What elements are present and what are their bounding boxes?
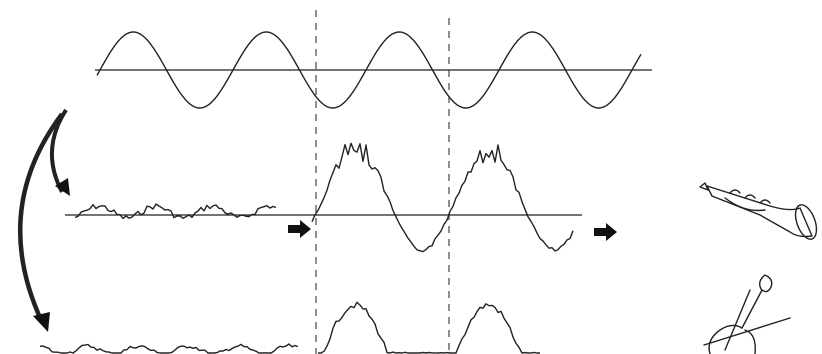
block-arrow	[288, 220, 311, 238]
trumpet	[700, 183, 821, 242]
waveforms	[40, 32, 641, 353]
block-arrow	[594, 223, 617, 241]
curved-arrow	[20, 114, 62, 322]
instrument-wave	[312, 143, 573, 251]
noise-wave	[75, 204, 276, 218]
arrow-head	[33, 312, 50, 332]
violin	[704, 275, 790, 354]
noise-wave	[40, 344, 298, 353]
page: (() => { const svg = document.getElement…	[0, 0, 822, 354]
diagram	[0, 0, 822, 354]
instrument-wave	[318, 302, 540, 353]
